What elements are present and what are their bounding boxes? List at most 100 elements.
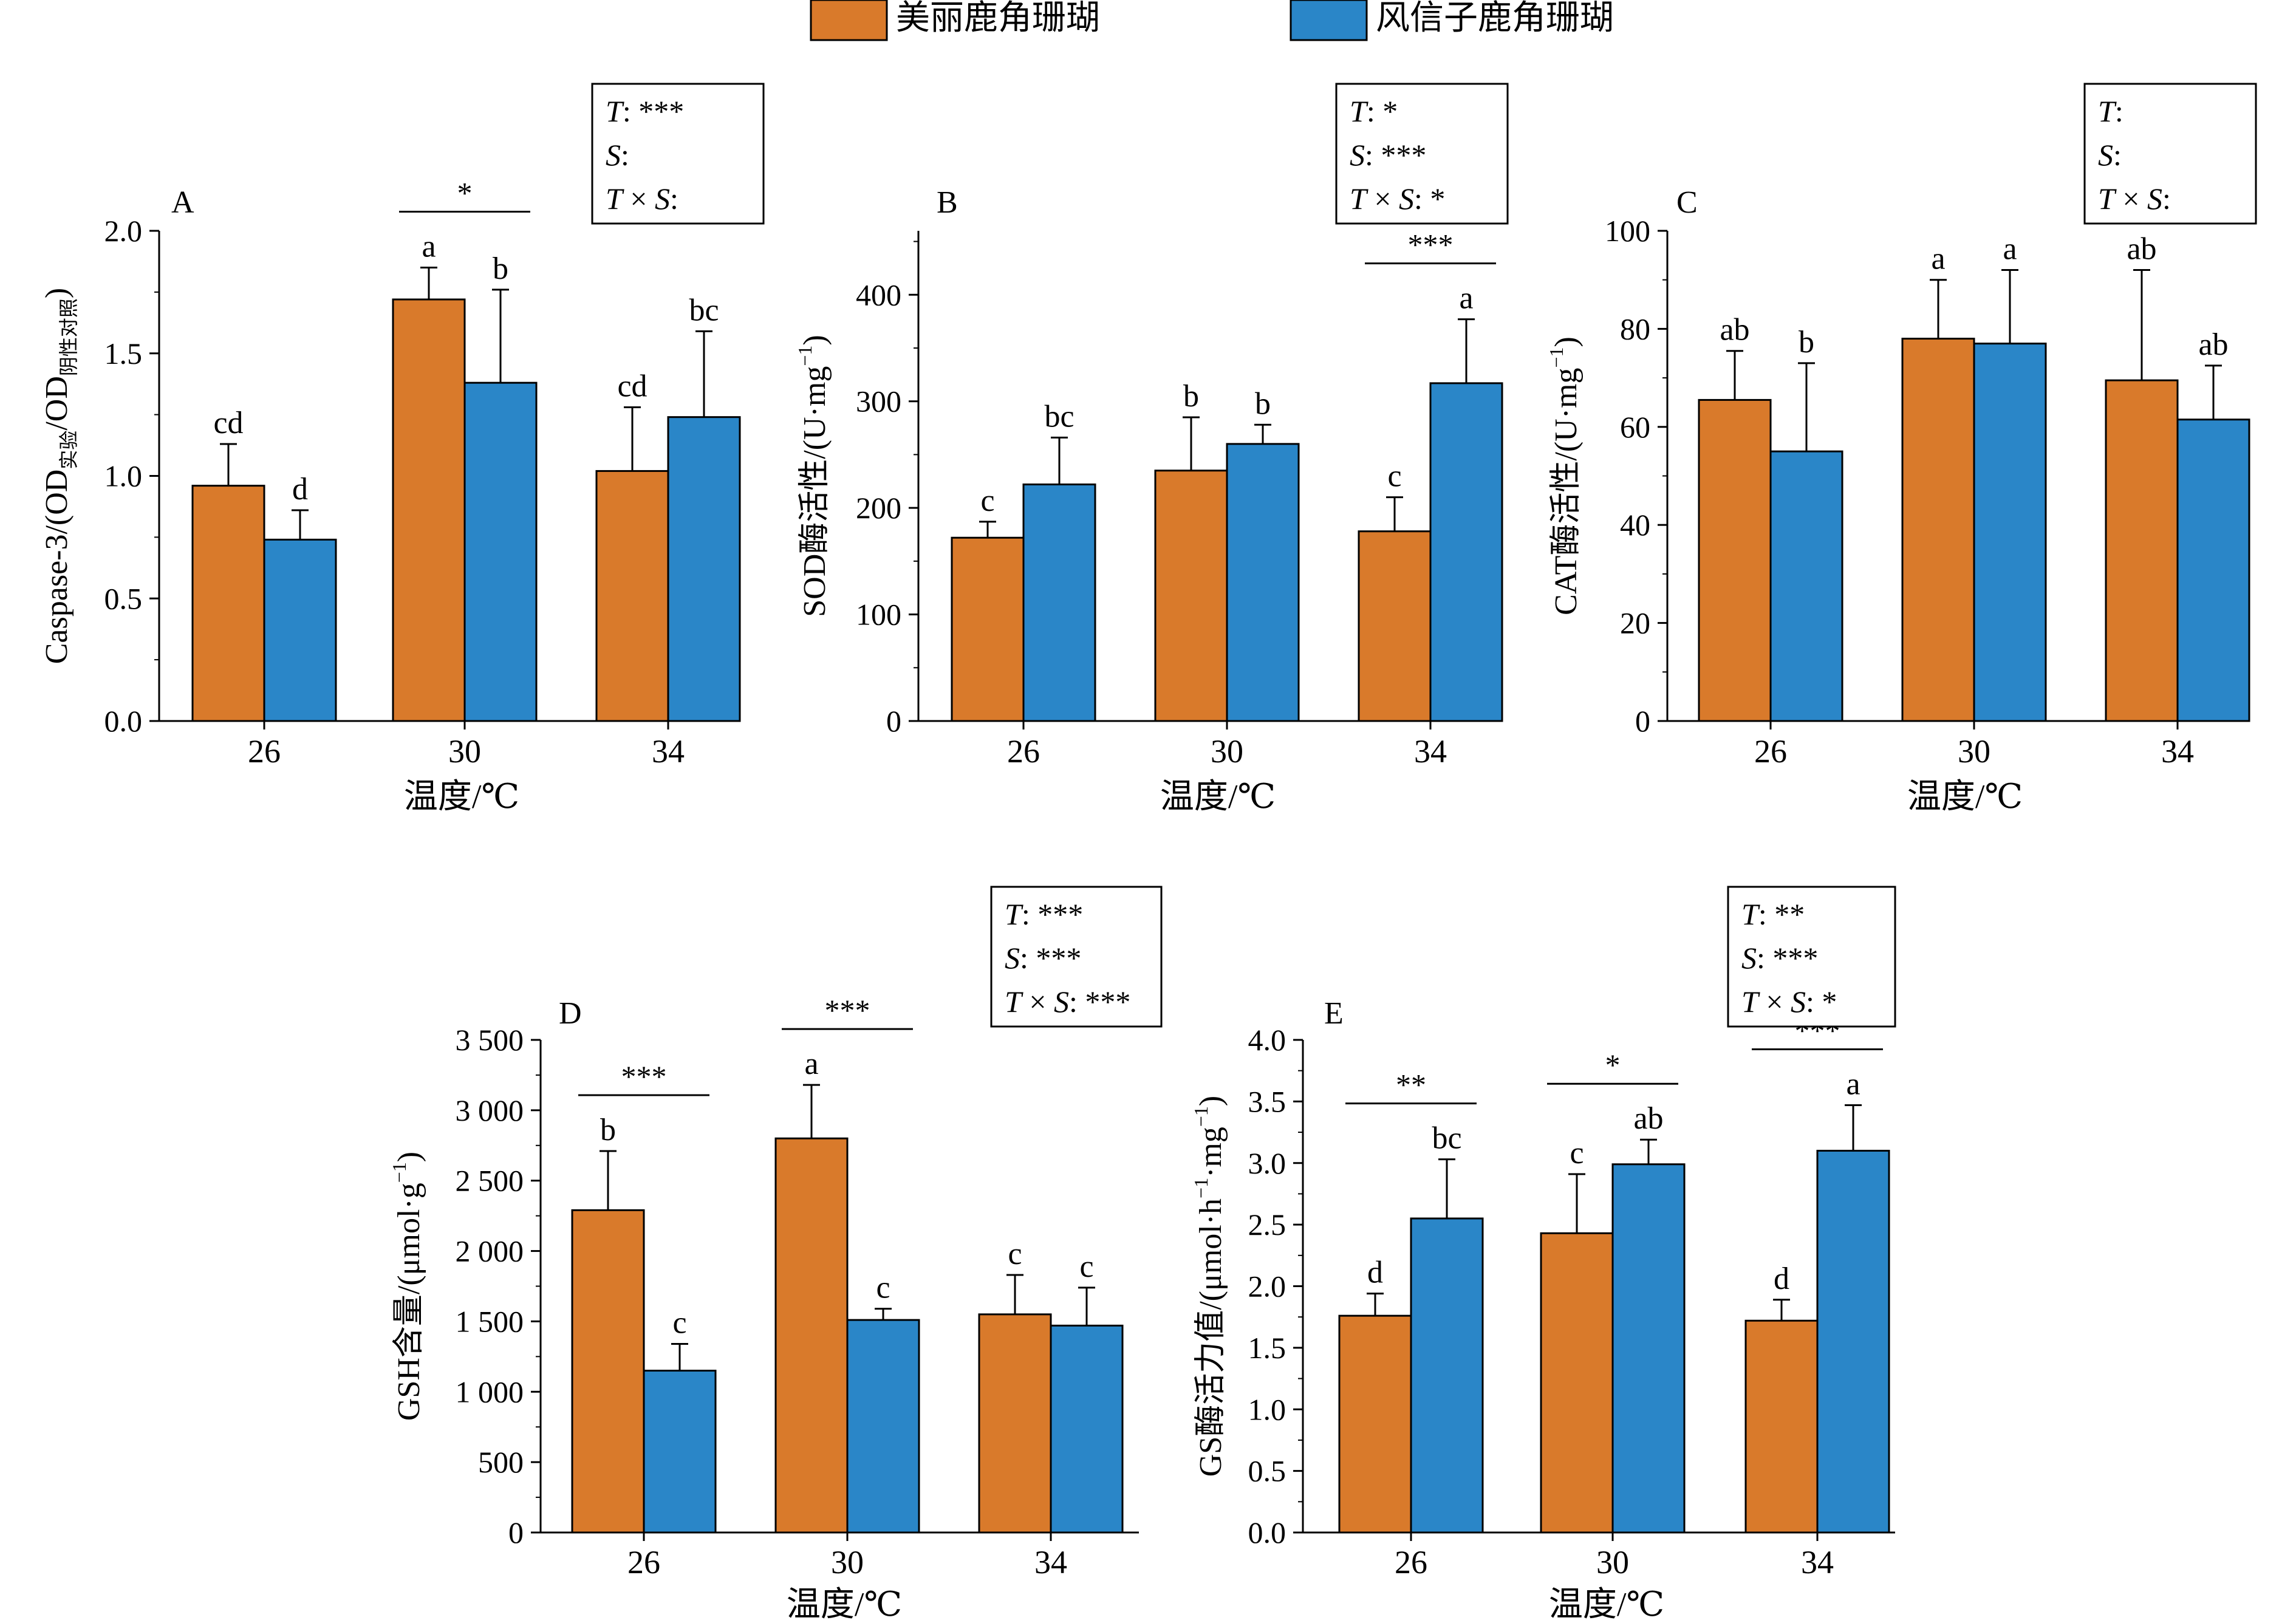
significance-letter: ab bbox=[1633, 1101, 1663, 1136]
y-tick-label: 0.5 bbox=[1248, 1454, 1286, 1488]
y-tick-label: 60 bbox=[1620, 410, 1650, 444]
significance-stars: *** bbox=[825, 993, 870, 1027]
stats-box bbox=[591, 83, 765, 225]
significance-letter: bc bbox=[1432, 1121, 1461, 1156]
stats-line: T: ** bbox=[1741, 897, 1805, 931]
bar-species1-34 bbox=[2105, 379, 2179, 722]
y-tick-label: 0.0 bbox=[104, 704, 143, 738]
significance-letter: b bbox=[1183, 379, 1199, 414]
stats-box bbox=[990, 886, 1163, 1028]
bar-species1-30 bbox=[774, 1137, 849, 1534]
x-axis-title: 温度/℃ bbox=[1549, 1586, 1664, 1623]
x-tick-label: 34 bbox=[652, 733, 685, 770]
y-tick-label: 80 bbox=[1620, 312, 1650, 346]
bar-species2-34 bbox=[1050, 1324, 1124, 1534]
y-axis-title: GS酶活力值/(μmol·h−1·mg−1) bbox=[1190, 1096, 1228, 1477]
bar-species1-26 bbox=[571, 1209, 645, 1534]
y-axis-title: Caspase-3/(OD实验/OD阴性对照) bbox=[39, 288, 80, 665]
x-tick-label: 26 bbox=[1754, 733, 1787, 770]
chart-panel-e: E 0.0 0.5 1.0 1.5 2.0 2.5 3.0 3.5 4.0 26 30 34 温度/℃ GS… bbox=[1190, 886, 1896, 1623]
bar-species1-26 bbox=[191, 485, 265, 722]
bar-species1-26 bbox=[1338, 1314, 1412, 1534]
y-tick-label: 2 000 bbox=[456, 1234, 524, 1268]
bar-species2-26 bbox=[1410, 1217, 1484, 1534]
x-tick-label: 34 bbox=[2161, 733, 2194, 770]
x-tick-label: 30 bbox=[1596, 1544, 1629, 1580]
x-tick-label: 30 bbox=[831, 1544, 864, 1580]
x-tick-label: 26 bbox=[248, 733, 281, 770]
significance-letter: c bbox=[672, 1306, 686, 1341]
significance-letter: bc bbox=[1044, 399, 1074, 434]
x-tick-label: 26 bbox=[1395, 1544, 1427, 1580]
x-axis-title: 温度/℃ bbox=[1160, 778, 1276, 816]
legend-label-species1: 美丽鹿角珊瑚 bbox=[896, 0, 1100, 37]
bar-species1-30 bbox=[1901, 338, 1975, 722]
y-tick-label: 0 bbox=[508, 1515, 524, 1550]
stats-line: T: * bbox=[1350, 94, 1398, 128]
significance-letter: c bbox=[876, 1271, 890, 1305]
panel-letter: D bbox=[559, 996, 582, 1031]
significance-stars: ** bbox=[1396, 1068, 1426, 1102]
x-tick-label: 34 bbox=[1414, 733, 1447, 770]
y-tick-label: 2.0 bbox=[104, 214, 143, 248]
significance-letter: d bbox=[1774, 1262, 1789, 1296]
y-axis-title: CAT酶活性/(U·mg−1) bbox=[1545, 337, 1584, 615]
legend-label-species2: 风信子鹿角珊瑚 bbox=[1376, 0, 1614, 37]
y-tick-label: 1 500 bbox=[456, 1304, 524, 1338]
significance-letter: d bbox=[1367, 1256, 1383, 1290]
significance-stars: * bbox=[457, 176, 473, 210]
stats-box bbox=[2083, 83, 2257, 225]
y-tick-label: 0 bbox=[886, 704, 901, 738]
significance-letter: ab bbox=[2127, 232, 2156, 267]
significance-stars: *** bbox=[621, 1059, 667, 1093]
y-tick-label: 2 500 bbox=[456, 1164, 524, 1198]
significance-letter: c bbox=[1079, 1249, 1093, 1284]
legend-swatch-species2 bbox=[1290, 0, 1368, 41]
panel-letter: B bbox=[937, 185, 958, 220]
stats-line: S: bbox=[2098, 138, 2122, 172]
bar-species1-30 bbox=[1154, 470, 1228, 722]
bar-species2-26 bbox=[1769, 450, 1843, 722]
bar-species2-34 bbox=[2176, 419, 2250, 722]
y-axis-title: GSH含量/(μmol·g−1) bbox=[388, 1152, 426, 1421]
stats-line: S: bbox=[606, 138, 629, 172]
bar-species2-34 bbox=[1816, 1149, 1890, 1534]
chart-panel-a: A 0.0 0.5 1.0 1.5 2.0 26 30 34 温度/℃ Caspase-3/(OD实… bbox=[39, 83, 765, 816]
y-tick-label: 20 bbox=[1620, 606, 1650, 640]
stats-line: T × S: * bbox=[1350, 182, 1445, 216]
bar-species2-30 bbox=[463, 381, 538, 722]
bar-species2-26 bbox=[643, 1370, 717, 1534]
significance-letter: cd bbox=[617, 369, 647, 404]
significance-letter: b bbox=[1799, 325, 1814, 360]
stats-line: T: *** bbox=[606, 94, 684, 128]
x-axis-title: 温度/℃ bbox=[404, 778, 519, 816]
x-tick-label: 30 bbox=[448, 733, 481, 770]
y-tick-label: 400 bbox=[856, 278, 901, 312]
legend: 美丽鹿角珊瑚 风信子鹿角珊瑚 bbox=[810, 0, 1614, 41]
y-tick-label: 40 bbox=[1620, 508, 1650, 542]
significance-letter: c bbox=[1387, 459, 1401, 494]
significance-letter: a bbox=[1846, 1067, 1860, 1101]
x-tick-label: 26 bbox=[627, 1544, 660, 1580]
bar-species1-26 bbox=[1698, 398, 1772, 722]
bar-species1-34 bbox=[1744, 1319, 1819, 1534]
significance-letter: a bbox=[422, 230, 436, 264]
stats-line: S: *** bbox=[1741, 941, 1818, 975]
y-tick-label: 3.5 bbox=[1248, 1084, 1286, 1118]
significance-letter: c bbox=[980, 483, 994, 518]
stats-line: T × S: *** bbox=[1005, 985, 1130, 1019]
x-axis-title: 温度/℃ bbox=[1907, 778, 2023, 816]
significance-letter: c bbox=[1570, 1136, 1584, 1170]
significance-letter: b bbox=[493, 251, 508, 286]
stats-line: T × S: bbox=[606, 182, 678, 216]
y-tick-label: 0 bbox=[1635, 704, 1650, 738]
significance-letter: a bbox=[1459, 281, 1473, 316]
significance-letter: ab bbox=[2198, 327, 2228, 362]
y-tick-label: 0.0 bbox=[1248, 1515, 1286, 1550]
x-tick-label: 34 bbox=[1034, 1544, 1067, 1580]
bar-species1-34 bbox=[1358, 530, 1432, 722]
chart-panel-d: D 0 500 1 000 1 500 2 000 2 500 3 000 3 500 26 30 3… bbox=[388, 886, 1163, 1623]
significance-letter: bc bbox=[689, 293, 719, 327]
